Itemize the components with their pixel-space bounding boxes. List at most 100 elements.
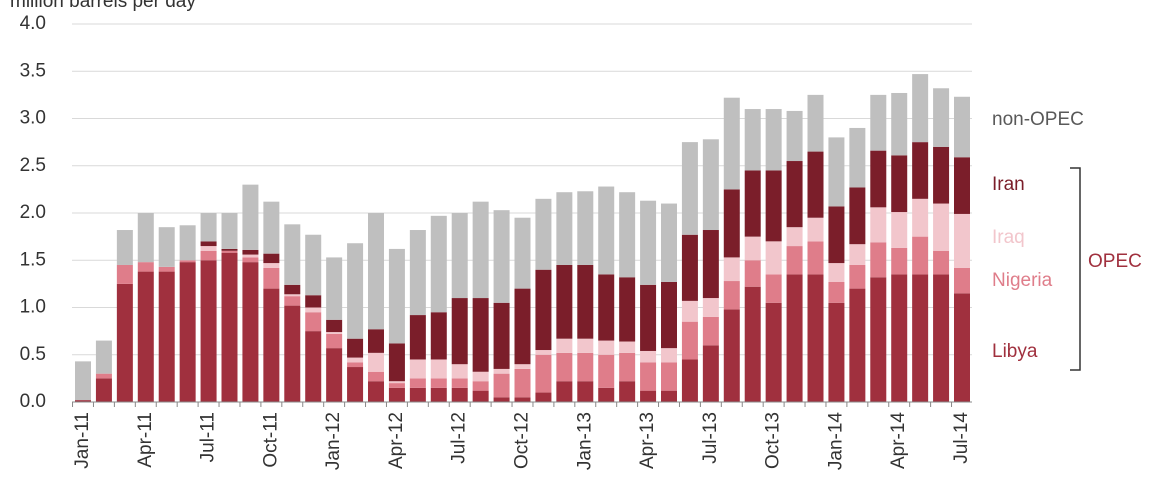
bar-segment — [954, 293, 970, 402]
bar-segment — [744, 109, 761, 171]
x-tick-label: Jul-12 — [449, 412, 470, 464]
bar-segment — [263, 253, 280, 264]
bar-segment — [744, 286, 761, 402]
bar-segment — [661, 281, 677, 349]
bar-segment — [451, 298, 468, 365]
bar-segment — [409, 315, 426, 360]
x-tick-label: Jan-13 — [574, 412, 595, 470]
bar-segment — [870, 207, 887, 243]
x-tick-label: Jan-12 — [323, 412, 344, 470]
bar-segment — [242, 262, 259, 402]
bar-segment — [347, 367, 364, 402]
y-tick-label: 1.0 — [20, 297, 46, 318]
y-tick-label: 2.0 — [20, 202, 46, 223]
bar-segment — [556, 338, 573, 353]
bar-segment — [347, 362, 364, 368]
bar-segment — [305, 234, 322, 296]
y-tick-label: 4.0 — [20, 13, 46, 34]
bar-segment — [577, 381, 594, 402]
bar-segment — [514, 217, 531, 289]
bar-segment — [828, 206, 845, 264]
bar-segment — [242, 257, 259, 263]
bar-segment — [933, 274, 950, 402]
bar-segment — [388, 383, 405, 388]
bar-segment — [681, 234, 698, 301]
bar-segment — [723, 189, 740, 258]
bar-segment — [598, 274, 615, 341]
bar-segment — [305, 312, 322, 332]
bar-segment — [158, 266, 175, 272]
bar-segment — [493, 397, 510, 402]
bar-segment — [451, 213, 468, 299]
bar-segment — [870, 150, 887, 208]
bar-segment — [514, 397, 531, 402]
bar-segment — [807, 241, 824, 275]
bar-segment — [933, 203, 950, 251]
bar-segment — [765, 274, 782, 303]
bar-segment — [200, 213, 217, 242]
bar-segment — [535, 269, 552, 351]
bar-segment — [409, 359, 426, 379]
bar-segment — [640, 390, 657, 402]
bar-segment — [849, 127, 866, 188]
bar-segment — [368, 213, 384, 330]
bar-segment — [451, 364, 468, 379]
bar-segment — [75, 361, 91, 401]
x-tick-label: Jan-14 — [825, 412, 846, 471]
bar-segment — [619, 352, 636, 382]
bar-segment — [326, 332, 343, 334]
bar-segment — [430, 378, 447, 388]
bar-segment — [619, 381, 636, 402]
bar-segment — [388, 248, 405, 344]
x-tick-label: Oct-11 — [260, 412, 281, 468]
bar-segment — [828, 302, 845, 402]
bar-segment — [765, 109, 782, 171]
x-tick-label: Jan-11 — [72, 412, 93, 469]
bar-segment — [556, 192, 573, 265]
bar-segment — [472, 381, 489, 391]
bar-segment — [284, 296, 301, 306]
x-tick-label: Apr-11 — [135, 412, 156, 468]
bar-segment — [640, 200, 657, 285]
bar-segment — [179, 260, 196, 263]
bar-segment — [891, 212, 908, 248]
bar-segment — [326, 319, 343, 333]
bar-segment — [640, 362, 657, 391]
bar-segment — [577, 352, 594, 382]
x-tick-label: Apr-13 — [637, 412, 658, 469]
x-tick-label: Jul-13 — [700, 412, 721, 464]
bar-segment — [849, 288, 866, 402]
bar-segment — [221, 248, 238, 251]
bar-segment — [368, 371, 384, 382]
bar-segment — [807, 94, 824, 152]
bar-segment — [723, 281, 740, 310]
bar-segment — [661, 390, 677, 402]
bar-segment — [221, 252, 238, 402]
bar-segment — [849, 187, 866, 245]
bar-segment — [535, 392, 552, 402]
opec-bracket — [1070, 167, 1081, 371]
bar-segment — [807, 274, 824, 402]
bar-segment — [661, 203, 677, 282]
bar-segment — [388, 387, 405, 402]
bar-segment — [619, 192, 636, 278]
bar-segment — [723, 257, 740, 282]
bar-segment — [598, 186, 615, 275]
bar-segment — [765, 170, 782, 242]
x-tick-label: Jul-14 — [951, 412, 972, 464]
bar-segment — [263, 267, 280, 289]
bar-segment — [849, 264, 866, 289]
bar-segment — [661, 362, 677, 391]
bar-segment — [556, 381, 573, 402]
bar-segment — [368, 381, 384, 402]
bar-segment — [807, 151, 824, 218]
bar-segment — [326, 333, 343, 349]
bar-segment — [702, 345, 719, 402]
bar-segment — [535, 350, 552, 355]
bar-segment — [326, 348, 343, 402]
bar-segment — [263, 288, 280, 402]
bar-segment — [786, 161, 803, 228]
bar-segment — [430, 215, 447, 313]
y-tick-label: 0.5 — [20, 344, 46, 365]
